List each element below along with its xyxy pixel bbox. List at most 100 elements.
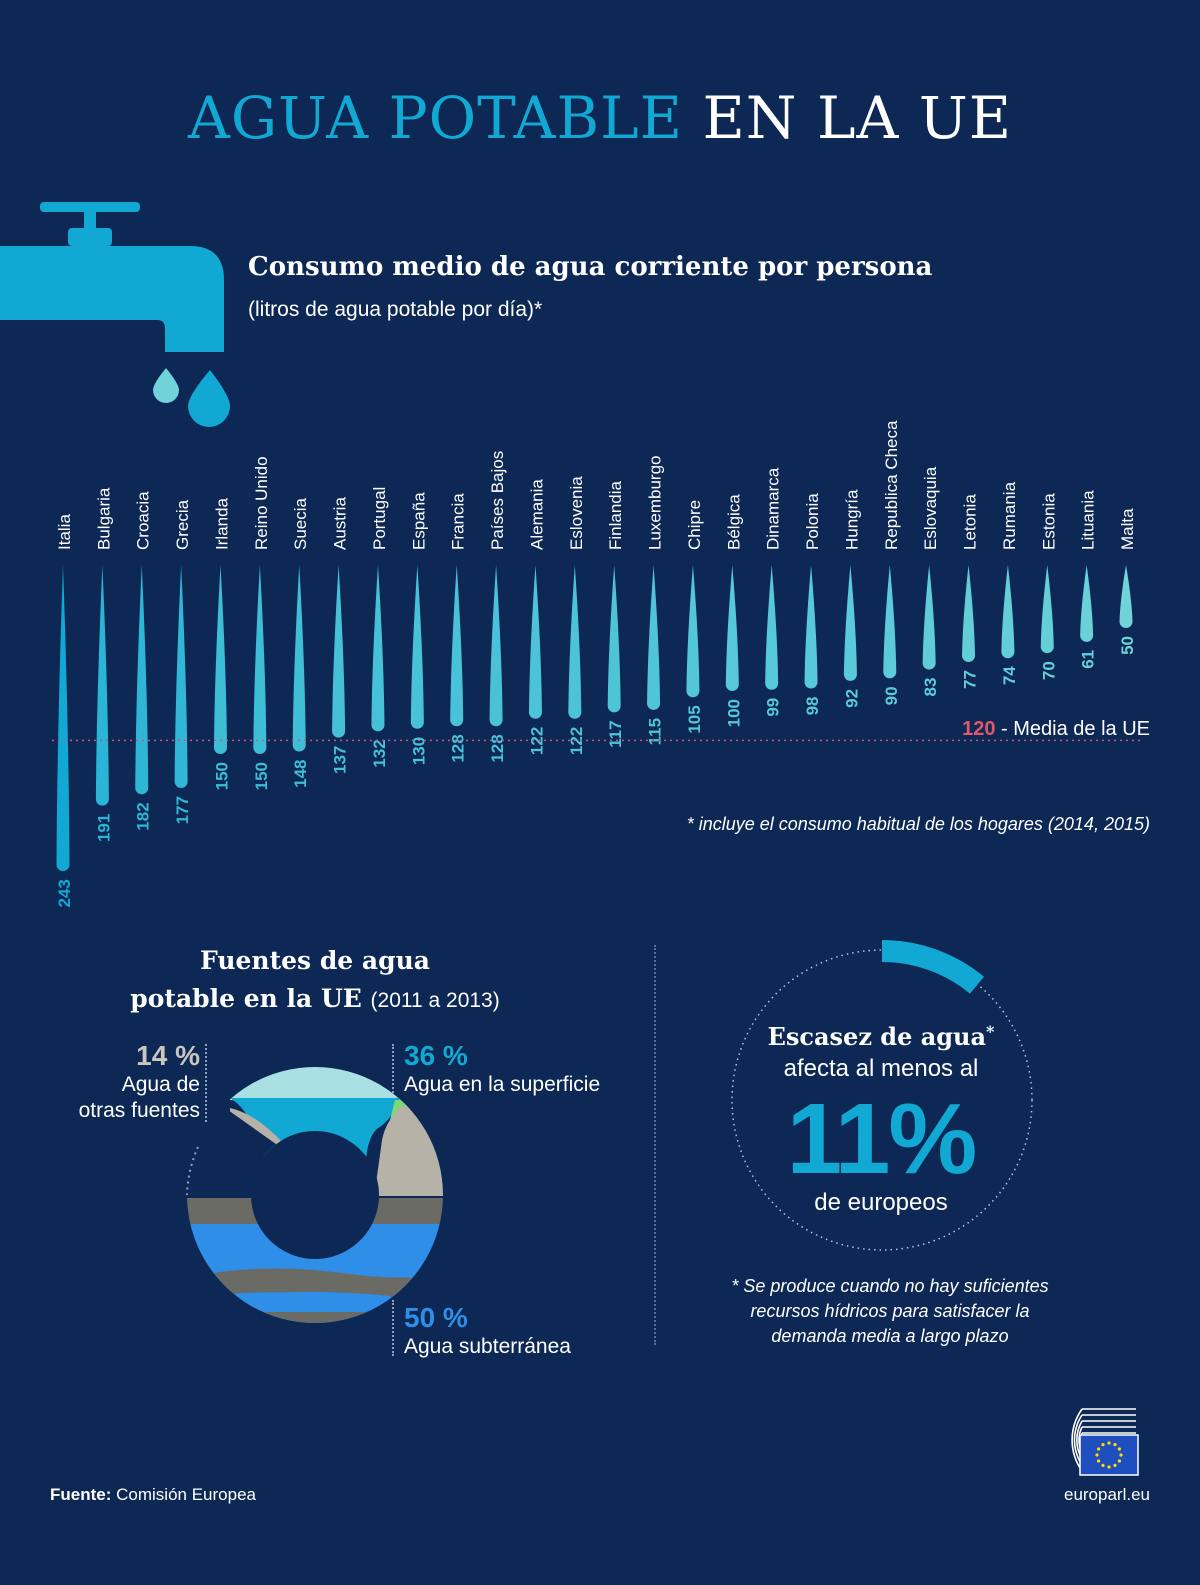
drop-bar-12 (528, 565, 542, 719)
scarcity-footnote: * Se produce cuando no hay suficientes r… (700, 1274, 1080, 1349)
scarcity-gauge-arc (881, 940, 984, 994)
drop-bar-26 (1080, 565, 1094, 642)
value-label-27: 50 (1118, 636, 1137, 655)
drop-bar-5 (253, 565, 267, 754)
scarcity-footnote-2: recursos hídricos para satisfacer la (750, 1301, 1030, 1321)
parliament-hemicycle-icon (1071, 1408, 1139, 1476)
eu-star (1107, 1465, 1111, 1469)
value-label-13: 122 (567, 727, 586, 755)
drop-bar-25 (1040, 565, 1054, 654)
site-link[interactable]: europarl.eu (1063, 1485, 1150, 1504)
value-label-4: 150 (212, 762, 231, 790)
country-label-13: Eslovenia (567, 476, 586, 550)
value-label-6: 148 (291, 759, 310, 787)
sources-title-line1: Fuentes de agua (200, 946, 430, 975)
surface-water-leader (392, 1044, 394, 1116)
scarcity-line2: afecta al menos al (783, 1055, 979, 1082)
value-label-24: 74 (1000, 666, 1019, 685)
eu-star (1101, 1463, 1105, 1467)
scarcity-asterisk: * (986, 1022, 995, 1041)
source-value: Comisión Europea (116, 1485, 256, 1504)
eu-star (1095, 1453, 1099, 1457)
eu-star (1117, 1447, 1121, 1451)
other-sources-leader (205, 1044, 207, 1122)
water-sources-donut (186, 1067, 443, 1323)
country-label-11: Países Bajos (488, 451, 507, 550)
eu-star (1107, 1441, 1111, 1445)
drop-bar-7 (332, 565, 346, 738)
country-label-22: Eslovaquia (921, 466, 940, 550)
eu-star (1097, 1447, 1101, 1451)
country-label-20: Hungría (842, 489, 861, 550)
value-label-5: 150 (252, 762, 271, 790)
country-label-10: Francia (449, 493, 468, 550)
drop-bar-27 (1119, 565, 1133, 628)
scarcity-gauge-track (731, 949, 1033, 1251)
country-label-8: Portugal (370, 487, 389, 550)
other-sources-text-1: Agua de (121, 1073, 200, 1096)
drop-bar-9 (410, 565, 424, 729)
country-label-17: Bélgica (724, 494, 743, 550)
drop-bar-14 (607, 565, 621, 713)
source-credit: Fuente: Comisión Europea (50, 1485, 256, 1505)
eu-average-value: 120 (962, 718, 996, 740)
scarcity-line3: de europeos (814, 1189, 948, 1216)
chart-subtitle: (litros de agua potable por día)* (248, 298, 543, 321)
drop-bar-3 (174, 565, 188, 789)
value-label-11: 128 (488, 734, 507, 762)
value-label-2: 182 (134, 802, 153, 830)
value-label-9: 130 (409, 737, 428, 765)
drop-bar-15 (647, 565, 661, 710)
eu-average-label: 120 - Media de la UE (962, 718, 1150, 741)
value-label-8: 132 (370, 739, 389, 767)
other-sources-label: 14 % Agua de otras fuentes (40, 1040, 200, 1124)
ground-water-text: Agua subterránea (404, 1335, 571, 1358)
country-label-24: Rumania (1000, 481, 1019, 550)
water-drop-icon (153, 368, 179, 403)
page-title: AGUA POTABLE EN LA UE (0, 84, 1200, 152)
value-label-17: 100 (724, 699, 743, 727)
value-label-10: 128 (449, 734, 468, 762)
country-label-23: Letonia (961, 494, 980, 550)
eu-star (1119, 1453, 1123, 1457)
country-label-0: Italia (55, 514, 74, 550)
value-label-18: 99 (764, 698, 783, 717)
value-label-16: 105 (685, 705, 704, 733)
country-label-7: Austria (331, 497, 350, 550)
surface-water-text: Agua en la superficie (404, 1073, 601, 1096)
eu-average-text: - Media de la UE (1001, 718, 1150, 740)
value-label-3: 177 (173, 796, 192, 824)
value-label-25: 70 (1039, 661, 1058, 680)
value-label-14: 117 (606, 720, 625, 747)
eu-star (1113, 1443, 1117, 1447)
surface-water-label: 36 % Agua en la superficie (404, 1040, 600, 1098)
value-label-19: 98 (803, 696, 822, 715)
eu-star (1113, 1463, 1117, 1467)
country-label-27: Malta (1118, 508, 1137, 550)
chart-title: Consumo medio de agua corriente por pers… (248, 252, 933, 282)
country-label-18: Dinamarca (764, 467, 783, 550)
section-divider (654, 945, 656, 1345)
drop-bar-17 (725, 565, 739, 691)
country-label-16: Chipre (685, 500, 704, 550)
drop-bar-24 (1001, 565, 1015, 659)
country-label-9: España (409, 492, 428, 550)
country-label-12: Alemania (527, 479, 546, 550)
value-label-23: 77 (961, 670, 980, 689)
drop-bar-16 (686, 565, 700, 698)
eu-star (1101, 1443, 1105, 1447)
ground-water-label: 50 % Agua subterránea (404, 1302, 571, 1360)
country-label-26: Lituania (1079, 490, 1098, 550)
country-label-25: Estonia (1039, 493, 1058, 550)
value-label-1: 191 (94, 814, 113, 842)
drop-bar-18 (765, 565, 779, 690)
country-label-5: Reino Unido (252, 456, 271, 550)
sources-title: Fuentes de agua potable en la UE (2011 a… (100, 942, 530, 1020)
scarcity-footnote-3: demanda media a largo plazo (771, 1326, 1009, 1346)
source-label: Fuente: (50, 1485, 112, 1504)
country-label-2: Croacia (134, 491, 153, 550)
scarcity-gauge (731, 940, 1033, 1251)
scarcity-percentage: 11% (786, 1083, 978, 1195)
drop-bar-23 (962, 565, 976, 663)
eu-flag-icon (1079, 1434, 1139, 1476)
